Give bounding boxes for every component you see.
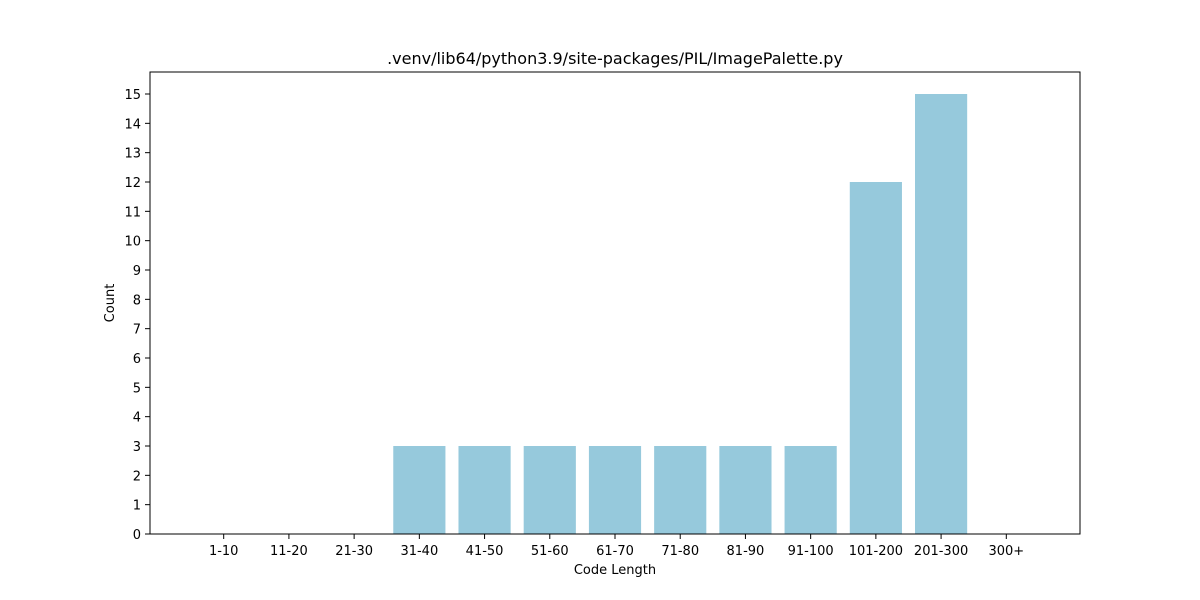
y-tick-label: 7 (133, 323, 141, 338)
x-tick-label: 51-60 (531, 544, 569, 559)
x-tick-label: 41-50 (466, 544, 504, 559)
x-tick-label: 71-80 (661, 544, 699, 559)
y-axis-label: Count (103, 284, 118, 323)
y-tick-label: 2 (133, 469, 141, 484)
x-tick-label: 300+ (988, 544, 1024, 559)
x-tick-label: 11-20 (270, 544, 308, 559)
plot-frame (149, 71, 1081, 535)
x-tick-label: 81-90 (727, 544, 765, 559)
bar-71-80 (654, 446, 707, 534)
y-tick-label: 9 (133, 264, 141, 279)
x-tick-label: 61-70 (596, 544, 634, 559)
y-tick-label: 10 (124, 235, 141, 250)
bar-101-200 (849, 182, 902, 534)
bar-201-300 (915, 94, 968, 534)
y-tick-label: 13 (124, 147, 141, 162)
y-tick-label: 14 (124, 117, 141, 132)
bar-31-40 (393, 446, 446, 534)
x-tick-label: 1-10 (209, 544, 239, 559)
chart-title: .venv/lib64/python3.9/site-packages/PIL/… (387, 49, 843, 68)
y-tick-label: 1 (133, 499, 141, 514)
x-tick-label: 31-40 (400, 544, 438, 559)
y-tick-label: 15 (124, 88, 141, 103)
bar-41-50 (458, 446, 511, 534)
y-tick-label: 12 (124, 176, 141, 191)
y-tick-label: 3 (133, 440, 141, 455)
bar-81-90 (719, 446, 772, 534)
bar-91-100 (784, 446, 837, 534)
y-tick-label: 5 (133, 381, 141, 396)
y-tick-label: 6 (133, 352, 141, 367)
x-tick-label: 201-300 (914, 544, 968, 559)
bar-61-70 (588, 446, 642, 534)
x-tick-label: 101-200 (849, 544, 903, 559)
y-tick-label: 0 (133, 528, 141, 543)
bars-group (393, 94, 968, 534)
x-axis-label: Code Length (574, 563, 656, 578)
x-tick-label: 91-100 (788, 544, 834, 559)
x-axis-ticks: 1-10 11-20 21-30 31-40 41-50 51-60 61-70 71-80 8… (209, 534, 1024, 559)
bar-51-60 (523, 446, 576, 534)
x-tick-label: 21-30 (335, 544, 373, 559)
y-tick-label: 4 (133, 411, 141, 426)
y-tick-label: 11 (124, 205, 141, 220)
y-tick-label: 8 (133, 293, 141, 308)
